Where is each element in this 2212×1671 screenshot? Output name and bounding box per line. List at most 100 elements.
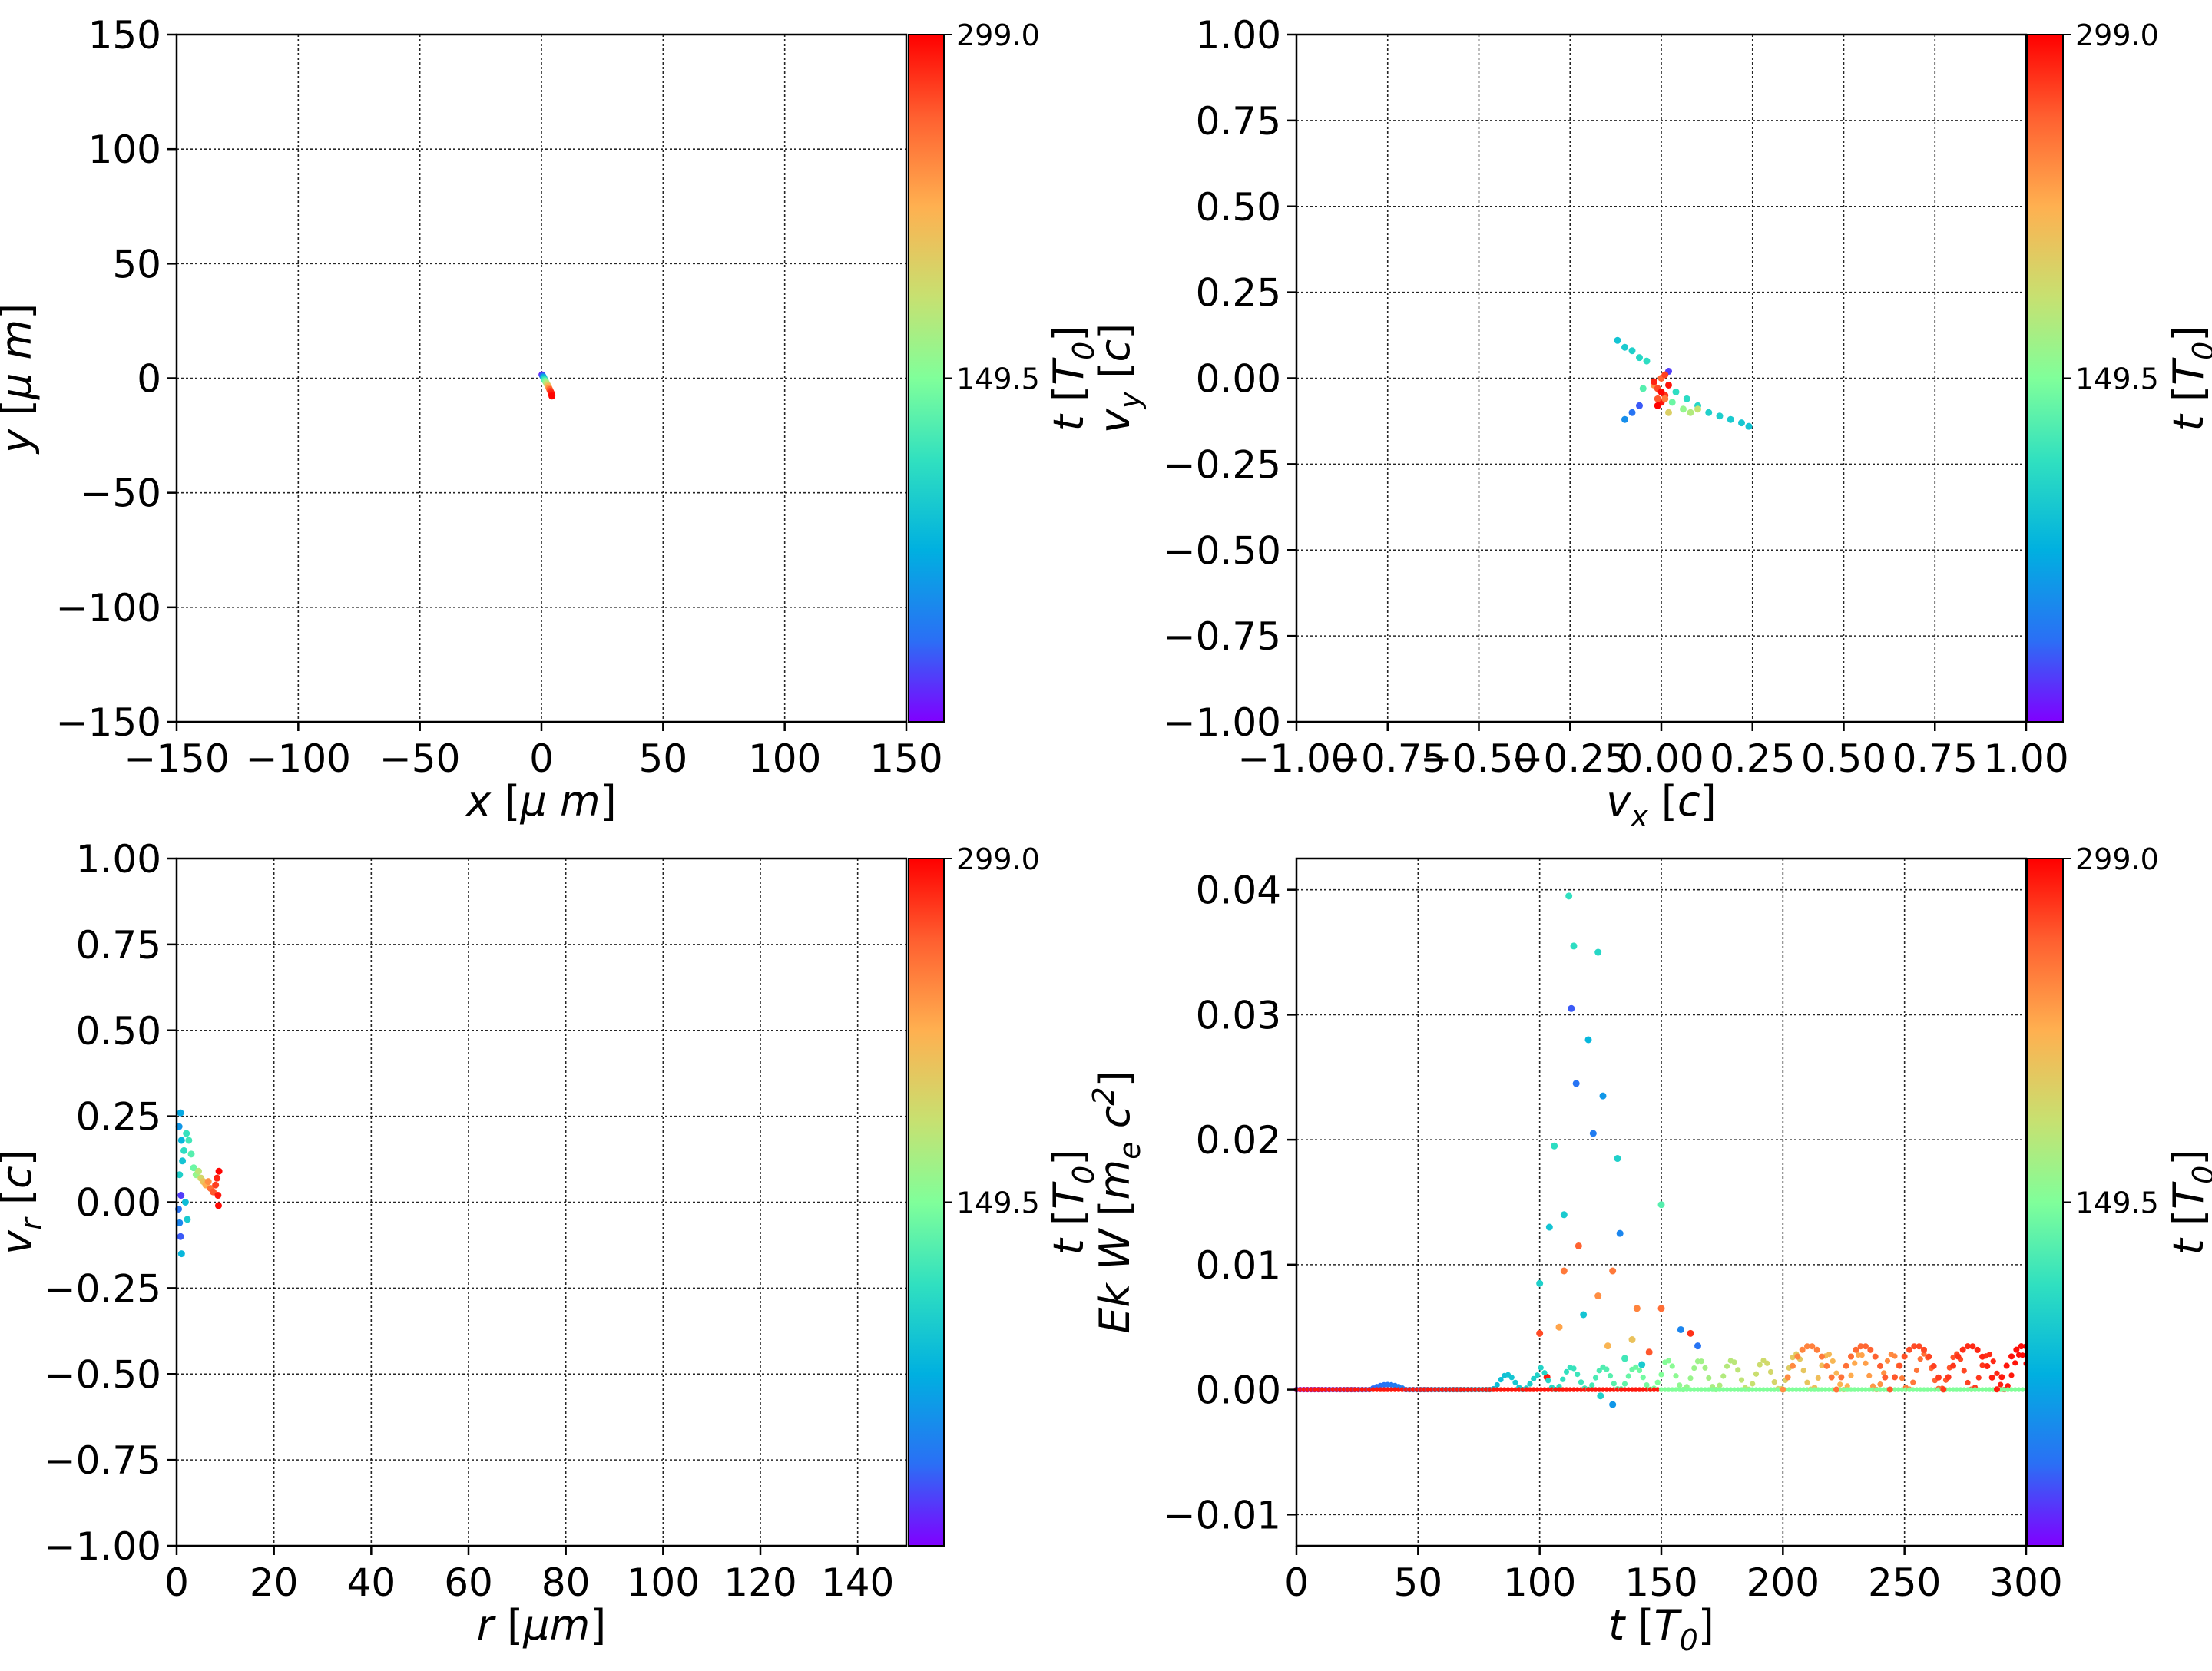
- oscillation-point: [1780, 1386, 1786, 1393]
- oscillation-point: [1804, 1343, 1810, 1350]
- baseline-point: [1793, 1387, 1799, 1392]
- colorbar: 299.0 149.5t [T0]: [908, 842, 1101, 1547]
- oscillation-point: [1799, 1346, 1806, 1353]
- data-point: [1594, 1292, 1602, 1300]
- baseline-point: [1681, 1387, 1686, 1392]
- baseline-point: [1979, 1387, 1985, 1392]
- scatter-points: [1536, 892, 1701, 1408]
- y-tick-labels: −150 −100 −50 0 50 100 150: [56, 13, 177, 745]
- baseline-point: [1976, 1387, 1982, 1392]
- data-point: [214, 1202, 222, 1209]
- data-point: [1633, 1305, 1641, 1312]
- baseline-point: [1869, 1383, 1876, 1389]
- data-point: [1621, 343, 1628, 351]
- data-point: [184, 1216, 191, 1223]
- data-point: [1536, 1329, 1544, 1337]
- baseline-point: [1899, 1375, 1906, 1381]
- baseline-point: [1884, 1358, 1891, 1364]
- baseline-point: [1687, 1387, 1694, 1392]
- baseline-point: [1896, 1387, 1901, 1392]
- colorbar-label: t [T0]: [1045, 326, 1101, 432]
- y-tick-label: 100: [88, 127, 161, 172]
- y-tick-labels: −1.00 −0.75 −0.50 −0.25 0.00 0.25 0.50 0.75 1.00: [1164, 13, 1296, 745]
- data-point: [1570, 942, 1578, 950]
- data-point: [1680, 405, 1687, 413]
- baseline-point: [1538, 1387, 1544, 1392]
- oscillation-point: [1790, 1362, 1796, 1369]
- oscillation-point: [1955, 1353, 1962, 1360]
- panel-radial-velocity: 0 20 40 60 80 100 120 140 −1.00 −0.75 −0.50 −0.25 0.…: [0, 837, 1101, 1649]
- colorbar-label: t [T0]: [2164, 1150, 2212, 1256]
- x-tick-label: 250: [1868, 1560, 1941, 1605]
- oscillation-point: [1863, 1343, 1869, 1350]
- baseline-point: [1637, 1387, 1642, 1392]
- baseline-point: [1621, 1381, 1628, 1387]
- oscillation-point: [1950, 1362, 1956, 1369]
- data-point: [210, 1188, 217, 1196]
- data-point: [187, 1150, 195, 1158]
- baseline-point: [1512, 1379, 1518, 1385]
- baseline-point: [1910, 1379, 1916, 1385]
- baseline-point: [1892, 1387, 1898, 1392]
- baseline-point: [1998, 1381, 2004, 1388]
- colorbar: 299.0 149.5t [T0]: [2027, 18, 2212, 723]
- baseline-point: [1538, 1365, 1544, 1371]
- oscillation-point: [1906, 1346, 1912, 1353]
- data-point: [1661, 371, 1669, 379]
- baseline-point: [1961, 1368, 1967, 1374]
- oscillation-point: [1994, 1386, 2000, 1393]
- data-point: [215, 1167, 223, 1175]
- data-point: [1727, 415, 1734, 423]
- x-tick-labels: 0 20 40 60 80 100 120 140: [164, 1546, 894, 1605]
- baseline-point: [1641, 1387, 1646, 1392]
- oscillation-point: [1886, 1386, 1893, 1393]
- x-tick-label: 100: [627, 1560, 700, 1605]
- x-tick-label: 300: [1989, 1560, 2062, 1605]
- baseline-point: [1720, 1387, 1726, 1392]
- baseline-point: [1925, 1387, 1930, 1392]
- baseline-point: [1856, 1387, 1861, 1392]
- colorbar-label: t [T0]: [2164, 326, 2212, 432]
- baseline-point: [1790, 1387, 1796, 1392]
- oscillation-point: [1940, 1386, 1947, 1393]
- data-point: [1738, 419, 1745, 427]
- data-point: [1636, 402, 1643, 409]
- baseline-point: [1673, 1387, 1679, 1392]
- baseline-point: [1381, 1387, 1387, 1392]
- colorbar-tick-label: 299.0: [956, 842, 1040, 876]
- data-point: [1594, 948, 1602, 956]
- grid-lines: [176, 858, 906, 1547]
- data-point: [1560, 1211, 1568, 1219]
- data-point: [176, 1171, 184, 1179]
- baseline-point: [1527, 1381, 1533, 1387]
- data-point: [1694, 1342, 1701, 1350]
- colorbar-tick-label: 299.0: [2075, 18, 2159, 52]
- scatter-points: [175, 1109, 223, 1258]
- oscillation-point: [1984, 1363, 1991, 1370]
- baseline-point: [1724, 1363, 1730, 1369]
- x-tick-label: 100: [748, 736, 821, 781]
- baseline-point: [1800, 1368, 1806, 1374]
- baseline-point: [1495, 1387, 1500, 1392]
- colorbar-gradient: [2027, 34, 2064, 723]
- y-tick-label: 0.25: [1196, 271, 1281, 316]
- baseline-point: [1597, 1387, 1602, 1392]
- baseline-point: [1819, 1387, 1825, 1392]
- baseline-point: [1972, 1387, 1978, 1392]
- baseline-point: [1863, 1387, 1869, 1392]
- oscillation-point: [1882, 1374, 1889, 1381]
- baseline-point: [1607, 1373, 1614, 1379]
- data-point: [1665, 409, 1672, 416]
- data-point: [1575, 1242, 1582, 1249]
- data-point: [1555, 1323, 1563, 1331]
- baseline-point: [1826, 1387, 1832, 1392]
- y-tick-label: 0.50: [76, 1009, 161, 1054]
- data-point: [1614, 1155, 1621, 1163]
- oscillation-point: [1848, 1353, 1854, 1360]
- baseline-point: [1633, 1364, 1639, 1370]
- x-tick-labels: 0 50 100 150 200 250 300: [1284, 1546, 2063, 1605]
- scatter-points: [1614, 336, 1753, 430]
- baseline-point: [1844, 1383, 1850, 1389]
- baseline-point: [1917, 1356, 1923, 1362]
